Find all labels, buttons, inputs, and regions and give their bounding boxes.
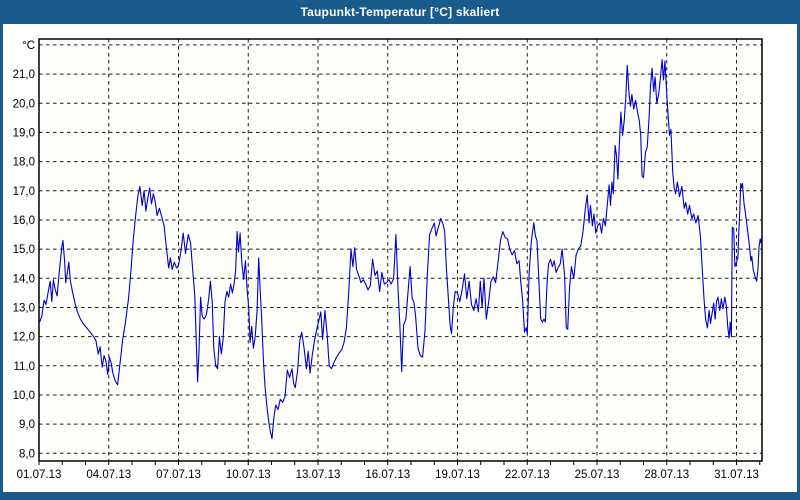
title-bar: Taupunkt-Temperatur [°C] skaliert — [0, 0, 800, 24]
window-title: Taupunkt-Temperatur [°C] skaliert — [300, 5, 500, 19]
chart-content-area — [3, 24, 797, 492]
